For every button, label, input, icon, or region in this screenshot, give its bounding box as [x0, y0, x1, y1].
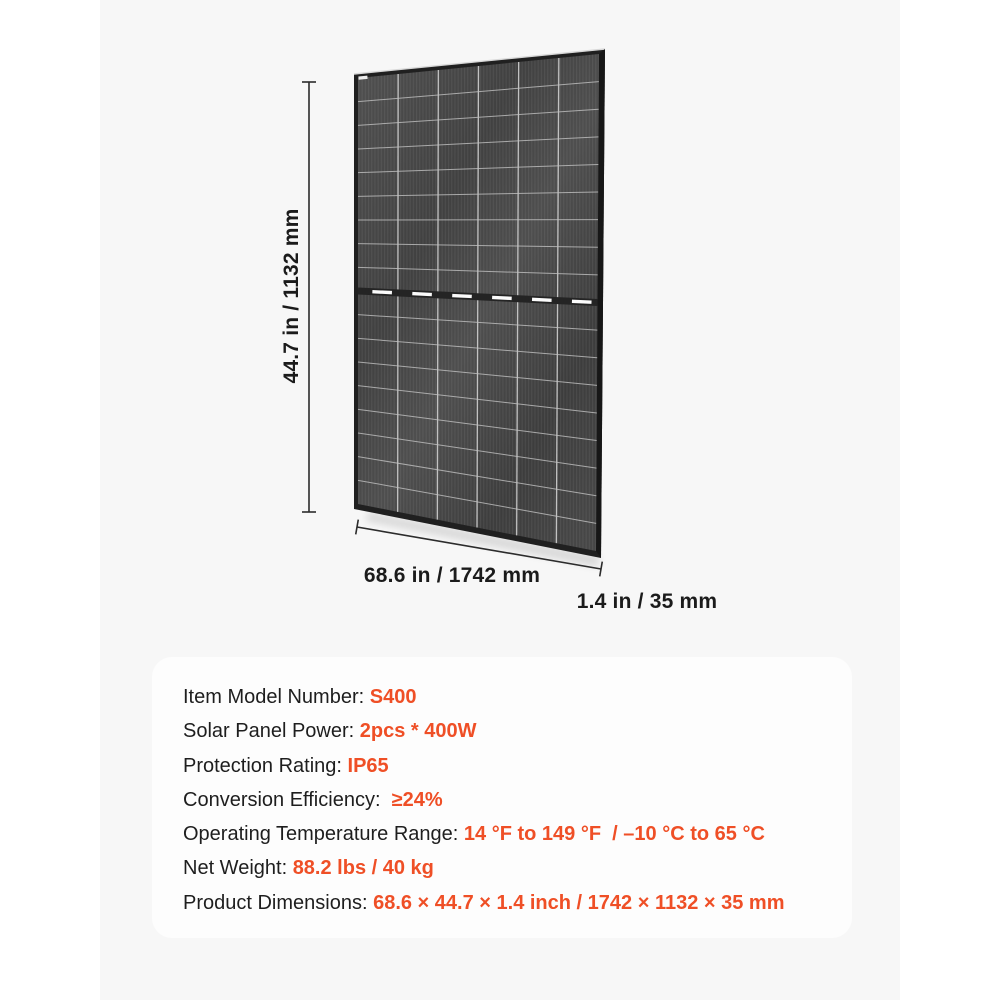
- width-dimension-label: 68.6 in / 1742 mm: [364, 564, 540, 587]
- panel-dimension-diagram: 44.7 in / 1132 mm 68.6 in / 1742 mm 1.4 …: [280, 48, 718, 613]
- spec-value: 88.2 lbs / 40 kg: [292, 857, 434, 880]
- spec-row: Operating Temperature Range: 14 °F to 14…: [183, 817, 852, 851]
- spec-row: Net Weight: 88.2 lbs / 40 kg: [183, 851, 852, 885]
- spec-row: Item Model Number: S400: [183, 680, 852, 714]
- spec-label: Net Weight:: [183, 857, 293, 880]
- solar-panel-illustration: [353, 48, 606, 567]
- spec-row: Protection Rating: IP65: [183, 749, 852, 783]
- spec-label: Conversion Efficiency:: [183, 788, 392, 811]
- spec-row: Conversion Efficiency: ≥24%: [183, 783, 852, 817]
- spec-label: Operating Temperature Range:: [183, 823, 464, 846]
- spec-label: Item Model Number:: [183, 686, 370, 708]
- height-dimension-line: [302, 81, 316, 513]
- spec-card: Item Model Number: S400 Solar Panel Power…: [152, 657, 852, 938]
- spec-value: IP65: [347, 754, 389, 777]
- spec-value: S400: [369, 686, 417, 708]
- spec-label: Solar Panel Power:: [183, 720, 360, 743]
- spec-label: Product Dimensions:: [183, 891, 374, 914]
- depth-dimension-label: 1.4 in / 35 mm: [577, 590, 718, 613]
- spec-value: 68.6 × 44.7 × 1.4 inch / 1742 × 1132 × 3…: [373, 891, 785, 914]
- spec-value: 2pcs * 400W: [359, 720, 477, 743]
- spec-value: 14 °F to 149 °F / –10 °C to 65 °C: [463, 823, 765, 846]
- width-dimension-line: [354, 519, 604, 577]
- spec-label: Protection Rating:: [183, 754, 348, 777]
- height-dimension-label: 44.7 in / 1132 mm: [280, 208, 303, 383]
- spec-value: ≥24%: [391, 788, 443, 811]
- spec-row: Product Dimensions: 68.6 × 44.7 × 1.4 in…: [183, 886, 852, 920]
- spec-row: Solar Panel Power: 2pcs * 400W: [183, 714, 852, 748]
